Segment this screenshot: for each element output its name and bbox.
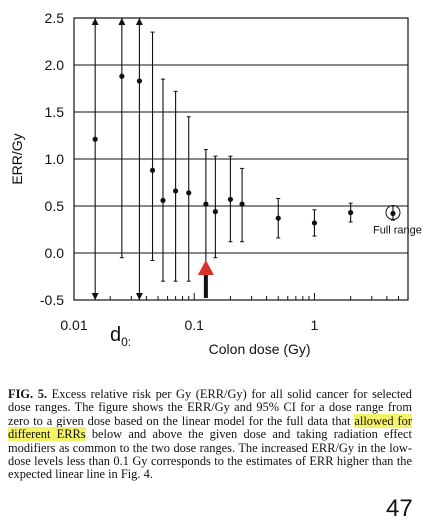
- x-tick-label: 0.01: [60, 317, 87, 333]
- grid-lines: [74, 17, 408, 301]
- caption-text-before: Excess relative risk per Gy (ERR/Gy) for…: [8, 387, 412, 428]
- point-marker: [275, 215, 281, 221]
- clip-arrow-up-icon: [118, 18, 126, 25]
- red-arrow-head: [197, 260, 214, 275]
- y-tick-label: 1.5: [45, 104, 65, 120]
- clip-arrow-up-icon: [135, 18, 143, 25]
- full-range-label: Full range: [373, 225, 422, 237]
- y-tick-label: 1.0: [45, 151, 65, 167]
- x-axis-title: Colon dose (Gy): [209, 341, 311, 357]
- point-marker: [160, 197, 166, 203]
- point-marker: [227, 196, 234, 203]
- point-marker: [92, 136, 98, 142]
- point-marker: [212, 209, 218, 215]
- data-point: [239, 167, 245, 243]
- caption-text-after: below and above the given dose and takin…: [8, 427, 412, 482]
- x-tick-label: 1: [311, 317, 319, 333]
- data-point: [311, 209, 318, 237]
- data-point: [385, 205, 401, 221]
- point-marker: [239, 201, 245, 207]
- chart: -0.5 0.0 0.5 1.0 1.5 2.0 2.5 0.01 0.1 1 Full ran…: [9, 10, 422, 357]
- data-point: [135, 18, 143, 300]
- d0-subscript: 0:: [121, 335, 132, 349]
- point-marker: [119, 73, 125, 79]
- figure-caption: FIG. 5. Excess relative risk per Gy (ERR…: [8, 387, 412, 482]
- y-axis-title: ERR/Gy: [9, 133, 25, 184]
- y-tick-label: -0.5: [40, 292, 64, 308]
- d0-label: d0:: [110, 324, 131, 349]
- data-series: [91, 18, 401, 300]
- point-marker: [136, 78, 143, 84]
- clip-arrow-up-icon: [91, 18, 99, 25]
- full-range-circle: [385, 205, 401, 221]
- point-marker: [203, 201, 209, 207]
- data-point: [212, 155, 218, 259]
- y-tick-label: 0.5: [45, 198, 65, 214]
- d0-main: d: [110, 324, 122, 346]
- x-axis: 0.01 0.1 1: [60, 293, 409, 333]
- point-marker: [390, 210, 396, 217]
- data-point: [227, 155, 234, 243]
- data-point: [118, 18, 126, 259]
- data-point: [160, 78, 166, 282]
- data-point: [186, 116, 192, 282]
- data-point: [149, 31, 156, 262]
- data-point: [348, 202, 354, 223]
- point-marker: [173, 188, 179, 194]
- caption-figure-label: FIG. 5.: [8, 387, 48, 401]
- red-arrow-icon: [197, 260, 214, 298]
- data-point: [91, 18, 99, 300]
- y-tick-label: 0.0: [45, 245, 65, 261]
- data-point: [173, 90, 179, 282]
- data-point: [275, 197, 281, 239]
- point-marker: [186, 190, 192, 196]
- plot-frame: [73, 17, 409, 301]
- page-number: 47: [386, 495, 413, 522]
- y-tick-label: 2.5: [45, 10, 65, 26]
- y-tick-label: 2.0: [45, 57, 65, 73]
- point-marker: [149, 167, 156, 173]
- clip-arrow-down-icon: [135, 293, 143, 300]
- clip-arrow-down-icon: [91, 293, 99, 300]
- y-axis: -0.5 0.0 0.5 1.0 1.5 2.0 2.5: [40, 10, 64, 308]
- point-marker: [311, 220, 318, 226]
- red-arrow-shaft: [203, 275, 208, 298]
- x-tick-label: 0.1: [184, 317, 204, 333]
- point-marker: [348, 209, 354, 216]
